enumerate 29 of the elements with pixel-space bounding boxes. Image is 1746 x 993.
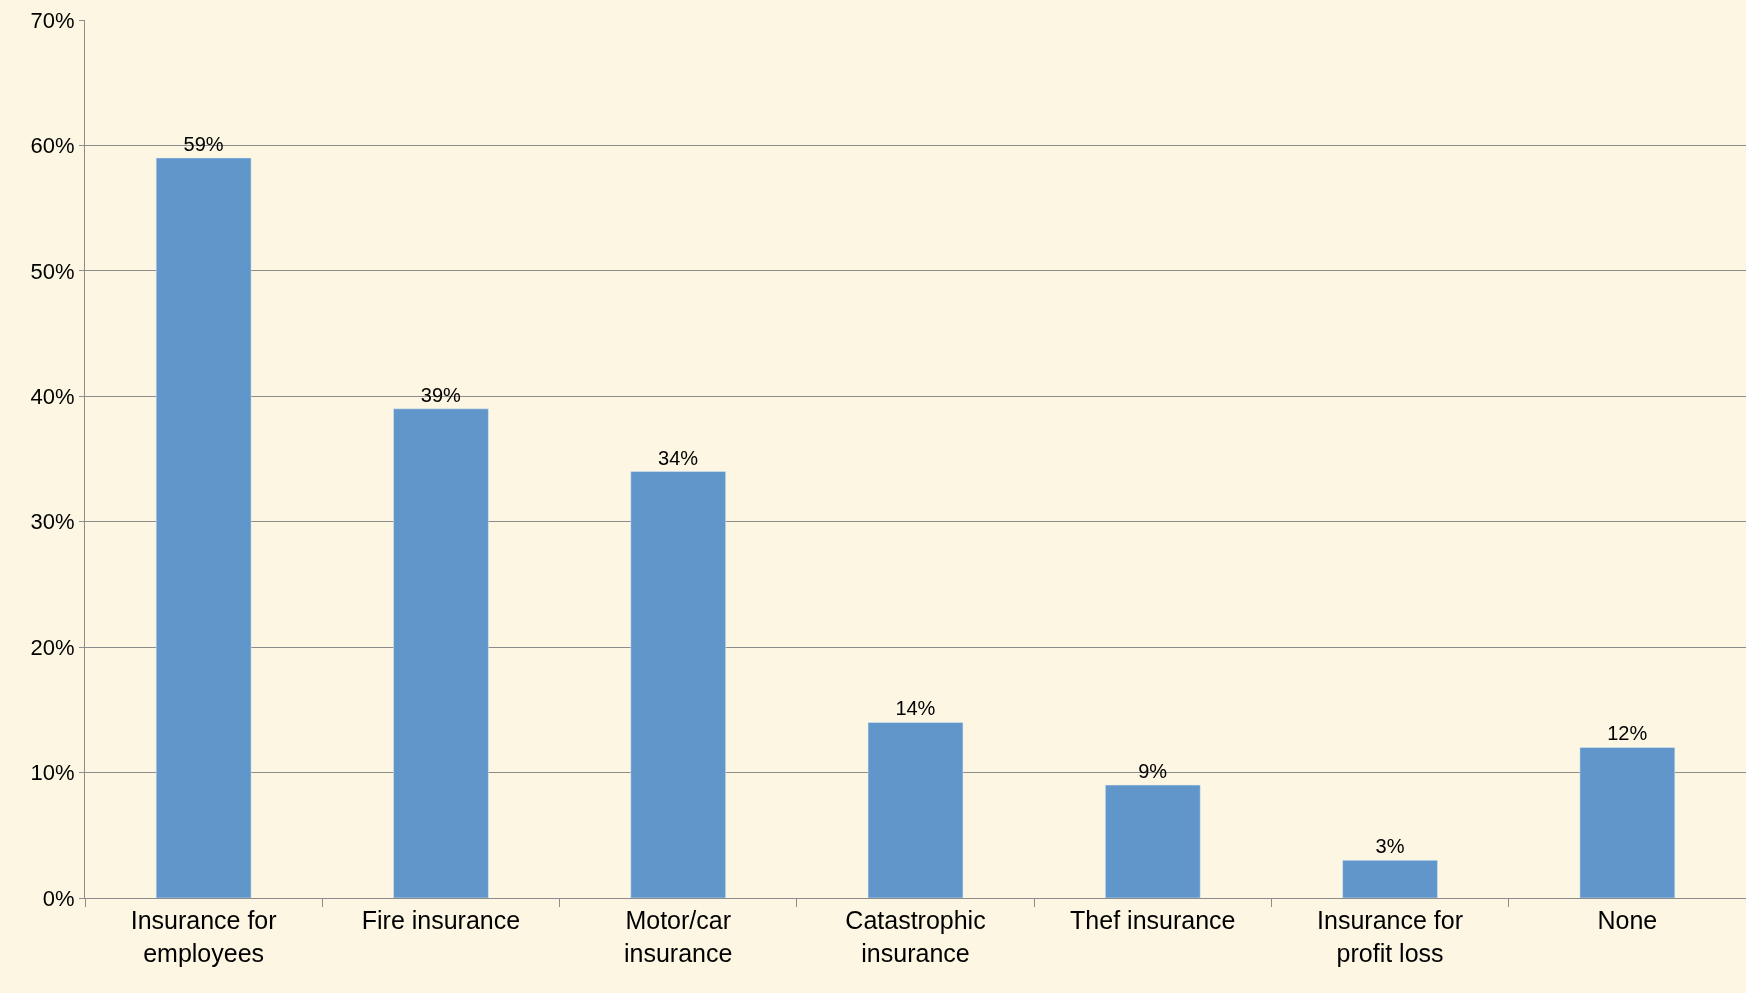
y-tick-label: 10% — [30, 760, 75, 786]
bar — [867, 722, 964, 898]
y-tick-label: 50% — [30, 258, 75, 284]
data-label: 14% — [895, 697, 936, 720]
y-tick-label: 70% — [30, 7, 75, 33]
x-tick-label: Insurance for employees — [130, 906, 277, 967]
data-label: 9% — [1138, 760, 1168, 783]
bar — [1105, 784, 1201, 898]
data-label: 3% — [1375, 835, 1405, 858]
data-label: 34% — [658, 446, 699, 469]
data-label: 59% — [183, 132, 224, 155]
x-tick-label: Thef insurance — [1070, 906, 1236, 934]
y-tick-label: 30% — [30, 509, 75, 535]
y-tick-label: 0% — [42, 885, 75, 911]
bar — [630, 471, 726, 898]
bar — [1342, 860, 1438, 898]
bar — [155, 157, 252, 898]
x-tick-label: Insurance for profit loss — [1317, 906, 1464, 967]
y-tick-label: 40% — [30, 383, 75, 409]
bar — [1579, 747, 1676, 898]
data-label: 12% — [1607, 722, 1648, 745]
y-tick-label: 60% — [30, 133, 75, 159]
x-tick-label: Catastrophic insurance — [845, 906, 986, 967]
x-tick-label: None — [1597, 906, 1658, 934]
data-label: 39% — [420, 383, 462, 406]
x-tick-label: Fire insurance — [361, 906, 521, 934]
x-tick-label: Motor/car insurance — [624, 906, 733, 967]
y-tick-label: 20% — [30, 634, 75, 660]
bar — [393, 408, 489, 898]
